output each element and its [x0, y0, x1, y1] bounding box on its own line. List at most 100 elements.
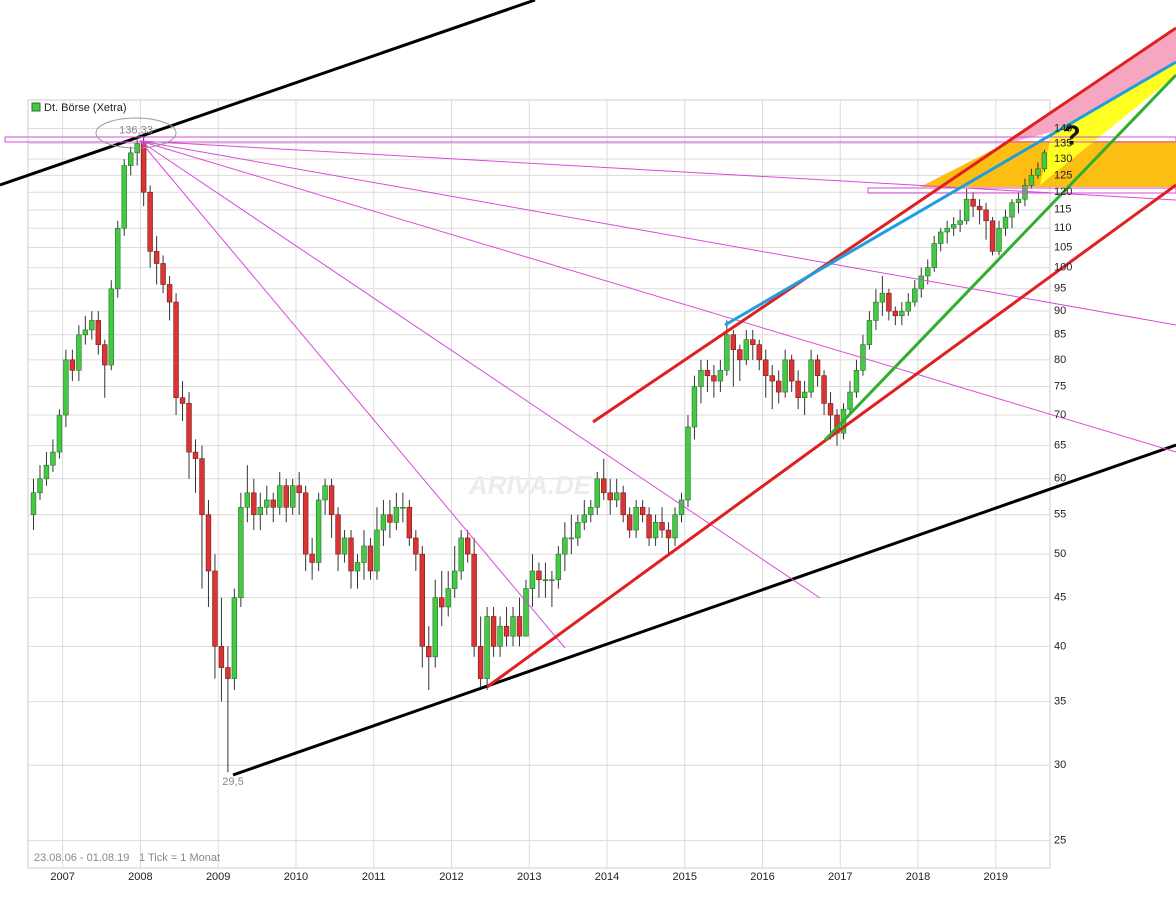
y-tick-label: 95 [1054, 283, 1066, 295]
candle-body [879, 292, 886, 303]
x-tick-label: 2015 [672, 871, 696, 883]
candle-body [283, 485, 289, 508]
y-tick-label: 55 [1054, 509, 1066, 521]
candle-body [484, 616, 490, 679]
legend-label: Dt. Börse (Xetra) [44, 102, 127, 114]
candle-body [659, 522, 665, 531]
candle-body [918, 275, 924, 290]
trend-lines [0, 0, 1176, 777]
candle-body [270, 499, 276, 508]
candle-body [639, 506, 646, 516]
candle-body [367, 545, 374, 572]
y-tick-label: 140 [1054, 122, 1072, 134]
candle-body [899, 310, 905, 317]
x-tick-label: 2019 [984, 871, 1008, 883]
candle-body [769, 375, 775, 382]
candle-body [289, 485, 296, 508]
candle-body [613, 492, 620, 501]
candle-body [782, 359, 788, 393]
y-tick-label: 90 [1054, 305, 1066, 317]
candle-body [775, 380, 782, 393]
candle-body [251, 492, 257, 516]
candle-body [471, 553, 477, 647]
trend-line [724, 60, 1176, 327]
candle-body [516, 616, 523, 637]
candle-body [451, 570, 458, 589]
candle-body [296, 485, 302, 494]
candle-body [335, 514, 341, 555]
candle-body [620, 492, 626, 516]
x-tick-label: 2016 [750, 871, 774, 883]
candle-body [963, 198, 970, 222]
candle-body [581, 514, 588, 523]
candle-body [464, 537, 471, 555]
candle-body [989, 220, 996, 252]
candle-body [264, 499, 270, 508]
candle-body [102, 344, 108, 366]
candle-body [30, 492, 37, 516]
fan-line [139, 140, 1176, 453]
candle-body [309, 553, 315, 563]
candle-body [808, 359, 814, 393]
y-tick-label: 105 [1054, 241, 1072, 253]
candle-body [458, 537, 464, 572]
fan-line [139, 140, 566, 649]
candle-body [652, 522, 659, 539]
candle-body [607, 492, 613, 501]
y-tick-label: 35 [1054, 695, 1066, 707]
candle-body [717, 370, 724, 382]
candle-body [970, 198, 976, 207]
candle-body [445, 588, 451, 608]
y-tick-label: 115 [1054, 204, 1072, 216]
candle-body [37, 478, 43, 494]
fan-line [139, 140, 1176, 326]
candle-body [575, 522, 581, 539]
candle-body [536, 570, 542, 581]
candle-body [490, 616, 497, 647]
candle-body [983, 209, 989, 222]
candle-body [912, 288, 918, 303]
tick-note: 1 Tick = 1 Monat [139, 852, 220, 864]
trend-line [823, 73, 1176, 442]
channel-line [486, 183, 1176, 689]
candle-body [1028, 175, 1035, 186]
candle-body [128, 152, 134, 166]
candle-body [69, 359, 76, 371]
candle-body [328, 485, 335, 516]
candle-body [568, 537, 575, 540]
y-tick-label: 60 [1054, 473, 1066, 485]
candle-body [588, 506, 594, 516]
y-tick-label: 65 [1054, 440, 1066, 452]
candle-body [43, 464, 50, 480]
candle-body [892, 310, 899, 317]
candle-body [866, 320, 873, 345]
candle-body [238, 506, 244, 598]
y-tick-label: 40 [1054, 640, 1066, 652]
y-tick-label: 100 [1054, 262, 1072, 274]
peak-marker [95, 117, 177, 149]
candle-body [231, 597, 238, 679]
candle-body [361, 545, 367, 563]
candle-body [439, 597, 445, 608]
candle-body [737, 349, 743, 361]
x-tick-label: 2017 [828, 871, 852, 883]
candle-body [115, 227, 121, 290]
candle-body [788, 359, 795, 382]
y-tick-label: 120 [1054, 186, 1072, 198]
candle-body [413, 537, 419, 555]
candle-body [477, 646, 484, 679]
candle-body [756, 344, 762, 361]
candle-body [1022, 185, 1028, 200]
candle-body [179, 397, 186, 404]
candle-body [166, 284, 173, 303]
candle-body [763, 359, 769, 376]
y-tick-label: 80 [1054, 354, 1066, 366]
candle-body [704, 370, 711, 376]
candle-body [432, 597, 438, 658]
candle-body [354, 562, 361, 572]
candle-body [153, 251, 160, 264]
candle-body [711, 375, 717, 382]
candle-body [426, 646, 432, 658]
